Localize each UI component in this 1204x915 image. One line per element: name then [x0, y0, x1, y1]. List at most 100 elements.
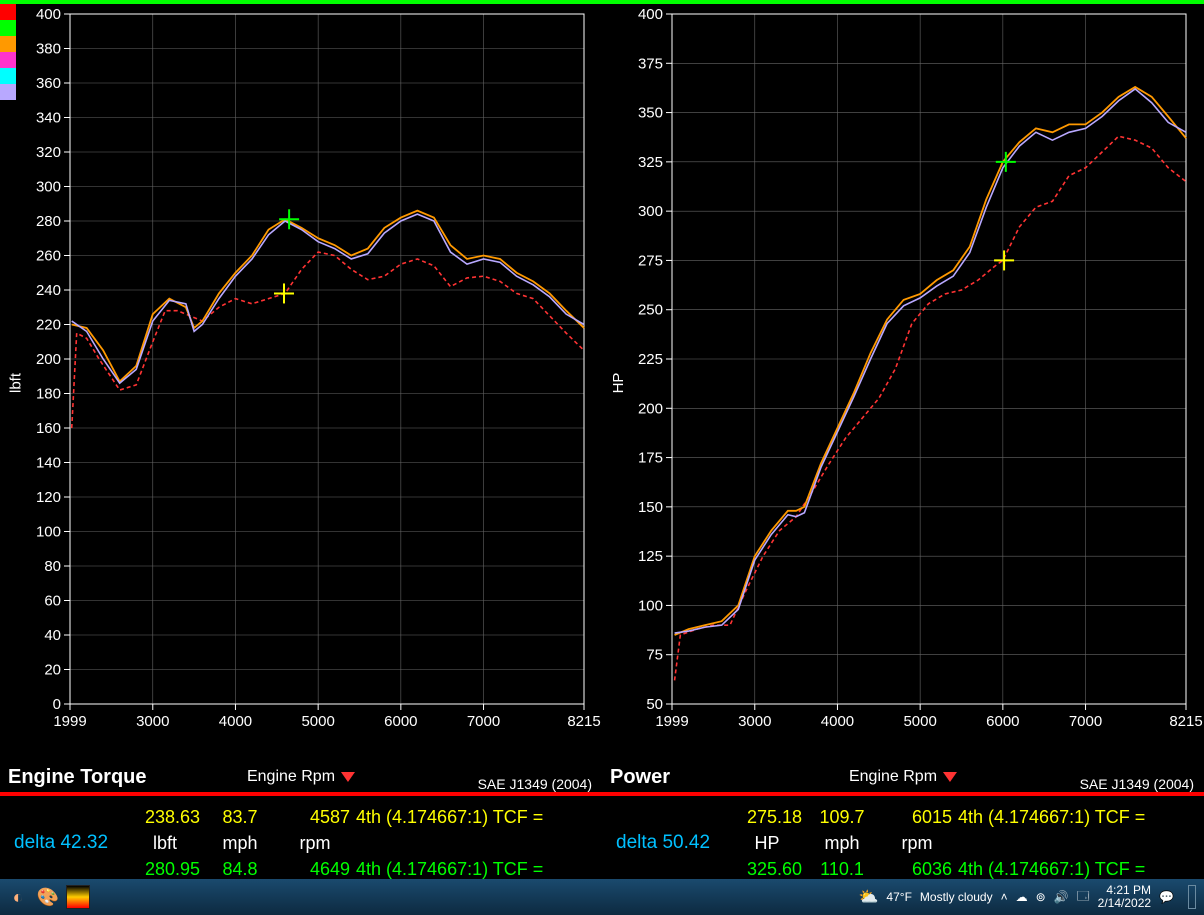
power-x-axis-dropdown[interactable]: Engine Rpm — [849, 768, 957, 786]
torque-title: Engine Torque — [8, 766, 147, 789]
svg-text:280: 280 — [36, 213, 61, 230]
svg-text:125: 125 — [638, 548, 663, 565]
legend-swatch[interactable] — [0, 68, 16, 84]
torque-chart-svg: 0204060801001201401601802002202402602803… — [0, 4, 602, 762]
tray-wifi-icon[interactable]: ⊚ — [1036, 890, 1046, 904]
torque-unit-mph: mph — [200, 833, 280, 854]
power-unit-val: HP — [732, 833, 802, 854]
svg-text:100: 100 — [638, 597, 663, 614]
taskbar-left-icons: ◐ 🎨 — [0, 885, 90, 909]
svg-text:7000: 7000 — [1069, 713, 1102, 730]
svg-text:375: 375 — [638, 55, 663, 72]
tray-chevron-icon[interactable]: ˄ — [1001, 890, 1008, 904]
svg-text:340: 340 — [36, 110, 61, 127]
svg-text:8215: 8215 — [1169, 713, 1202, 730]
svg-text:4000: 4000 — [821, 713, 854, 730]
svg-text:5000: 5000 — [301, 713, 334, 730]
svg-text:100: 100 — [36, 524, 61, 541]
legend-swatch[interactable] — [0, 4, 16, 20]
svg-text:8215: 8215 — [567, 713, 600, 730]
legend-swatches — [0, 4, 16, 100]
windows-taskbar[interactable]: ◐ 🎨 ⛅ 47°F Mostly cloudy ˄ ☁ ⊚ 🔊 🗔 4:21 … — [0, 879, 1204, 915]
taskbar-clock[interactable]: 4:21 PM 2/14/2022 — [1098, 884, 1151, 910]
power-yellow-value: 275.18 — [702, 807, 802, 828]
svg-text:1999: 1999 — [53, 713, 86, 730]
taskbar-dyno-app-icon[interactable] — [66, 885, 90, 909]
power-chart-area[interactable]: HP 5075100125150175200225250275300325350… — [602, 4, 1204, 762]
svg-text:200: 200 — [36, 351, 61, 368]
power-readout: 275.18 109.7 6015 4th (4.174667:1) TCF =… — [602, 796, 1204, 881]
dropdown-triangle-icon — [341, 772, 355, 782]
taskbar-weather[interactable]: Mostly cloudy — [920, 890, 993, 904]
svg-text:150: 150 — [638, 499, 663, 516]
main-content: lbft 02040608010012014016018020022024026… — [0, 4, 1204, 881]
svg-text:5000: 5000 — [903, 713, 936, 730]
power-yellow-mph: 109.7 — [802, 807, 882, 828]
legend-swatch[interactable] — [0, 84, 16, 100]
svg-text:350: 350 — [638, 105, 663, 122]
torque-chart-area[interactable]: lbft 02040608010012014016018020022024026… — [0, 4, 602, 762]
tray-notifications-icon[interactable]: 💬 — [1159, 890, 1174, 904]
power-title: Power — [610, 766, 670, 789]
svg-text:0: 0 — [53, 696, 61, 713]
torque-title-row: Engine Torque Engine Rpm SAE J1349 (2004… — [0, 762, 602, 792]
weather-icon[interactable]: ⛅ — [859, 887, 879, 907]
svg-text:1999: 1999 — [655, 713, 688, 730]
svg-text:4000: 4000 — [219, 713, 252, 730]
torque-green-gear: 4th (4.174667:1) TCF = — [350, 859, 543, 880]
torque-readout: 238.63 83.7 4587 4th (4.174667:1) TCF = … — [0, 796, 602, 881]
torque-unit-val: lbft — [130, 833, 200, 854]
show-desktop-button[interactable] — [1188, 885, 1196, 909]
svg-text:225: 225 — [638, 351, 663, 368]
svg-text:40: 40 — [44, 627, 61, 644]
taskbar-paint-icon[interactable]: 🎨 — [36, 885, 60, 909]
svg-text:260: 260 — [36, 248, 61, 265]
power-green-value: 325.60 — [702, 859, 802, 880]
power-unit-mph: mph — [802, 833, 882, 854]
power-green-gear: 4th (4.174667:1) TCF = — [952, 859, 1145, 880]
torque-yellow-mph: 83.7 — [200, 807, 280, 828]
torque-panel: lbft 02040608010012014016018020022024026… — [0, 4, 602, 881]
dropdown-triangle-icon — [943, 772, 957, 782]
power-panel: HP 5075100125150175200225250275300325350… — [602, 4, 1204, 881]
power-title-row: Power Engine Rpm SAE J1349 (2004) — [602, 762, 1204, 792]
svg-text:175: 175 — [638, 450, 663, 467]
torque-green-mph: 84.8 — [200, 859, 280, 880]
svg-text:7000: 7000 — [467, 713, 500, 730]
svg-text:3000: 3000 — [738, 713, 771, 730]
svg-text:380: 380 — [36, 41, 61, 58]
power-unit-rpm: rpm — [882, 833, 952, 854]
torque-yellow-value: 238.63 — [100, 807, 200, 828]
svg-text:50: 50 — [646, 696, 663, 713]
tray-battery-icon[interactable]: 🗔 — [1077, 887, 1090, 908]
svg-text:220: 220 — [36, 317, 61, 334]
svg-text:400: 400 — [638, 6, 663, 23]
legend-swatch[interactable] — [0, 52, 16, 68]
power-y-axis-label: HP — [610, 373, 627, 394]
taskbar-app-icon[interactable]: ◐ — [6, 885, 30, 909]
power-x-axis-label-text: Engine Rpm — [849, 768, 937, 786]
svg-text:60: 60 — [44, 593, 61, 610]
tray-volume-icon[interactable]: 🔊 — [1054, 890, 1069, 904]
taskbar-temp[interactable]: 47°F — [886, 890, 911, 904]
tray-onedrive-icon[interactable]: ☁ — [1016, 890, 1028, 904]
svg-text:320: 320 — [36, 144, 61, 161]
taskbar-date: 2/14/2022 — [1098, 897, 1151, 910]
svg-text:80: 80 — [44, 558, 61, 575]
power-delta: delta 50.42 — [602, 832, 732, 854]
power-green-mph: 110.1 — [802, 859, 882, 880]
svg-text:250: 250 — [638, 302, 663, 319]
legend-swatch[interactable] — [0, 36, 16, 52]
svg-text:75: 75 — [646, 647, 663, 664]
svg-text:120: 120 — [36, 489, 61, 506]
svg-text:180: 180 — [36, 386, 61, 403]
svg-text:20: 20 — [44, 662, 61, 679]
taskbar-right: ⛅ 47°F Mostly cloudy ˄ ☁ ⊚ 🔊 🗔 4:21 PM 2… — [859, 884, 1204, 910]
torque-unit-rpm: rpm — [280, 833, 350, 854]
legend-swatch[interactable] — [0, 20, 16, 36]
torque-x-axis-dropdown[interactable]: Engine Rpm — [247, 768, 355, 786]
svg-text:6000: 6000 — [384, 713, 417, 730]
svg-text:160: 160 — [36, 420, 61, 437]
svg-text:360: 360 — [36, 75, 61, 92]
svg-text:325: 325 — [638, 154, 663, 171]
